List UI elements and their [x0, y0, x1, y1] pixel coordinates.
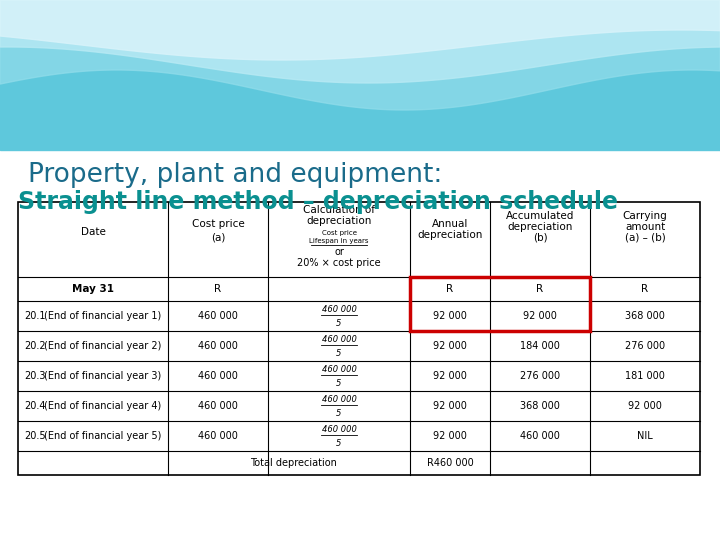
Text: 92 000: 92 000 — [433, 311, 467, 321]
Text: 460 000: 460 000 — [322, 364, 356, 374]
Text: 368 000: 368 000 — [520, 401, 560, 411]
Text: 92 000: 92 000 — [433, 431, 467, 441]
Text: 92 000: 92 000 — [433, 341, 467, 351]
Text: Lifespan in years: Lifespan in years — [310, 238, 369, 244]
Text: 460 000: 460 000 — [198, 431, 238, 441]
Text: 20% × cost price: 20% × cost price — [297, 258, 381, 268]
Text: R: R — [642, 284, 649, 294]
Text: (End of financial year 2): (End of financial year 2) — [44, 341, 161, 351]
Bar — [410, 277, 590, 331]
Text: 184 000: 184 000 — [520, 341, 560, 351]
Text: 5: 5 — [336, 348, 342, 357]
Text: (End of financial year 1): (End of financial year 1) — [44, 311, 161, 321]
Text: 5: 5 — [336, 379, 342, 388]
Text: (End of financial year 5): (End of financial year 5) — [44, 431, 161, 441]
Bar — [18, 202, 700, 475]
Bar — [18, 202, 700, 475]
Text: depreciation: depreciation — [306, 216, 372, 226]
Text: 460 000: 460 000 — [198, 371, 238, 381]
Polygon shape — [0, 0, 720, 83]
Text: Annual: Annual — [432, 219, 468, 229]
Text: 181 000: 181 000 — [625, 371, 665, 381]
Text: amount: amount — [625, 222, 665, 232]
Text: Date: Date — [81, 227, 105, 237]
Text: 460 000: 460 000 — [322, 395, 356, 403]
Text: (b): (b) — [533, 233, 547, 243]
Text: (End of financial year 3): (End of financial year 3) — [44, 371, 161, 381]
Text: 276 000: 276 000 — [520, 371, 560, 381]
Text: (a) – (b): (a) – (b) — [625, 233, 665, 243]
Text: 460 000: 460 000 — [198, 311, 238, 321]
Text: 20.2: 20.2 — [24, 341, 45, 351]
Text: 20.3: 20.3 — [24, 371, 45, 381]
Text: 20.1: 20.1 — [24, 311, 45, 321]
Text: 20.4: 20.4 — [24, 401, 45, 411]
Text: 368 000: 368 000 — [625, 311, 665, 321]
Text: R: R — [215, 284, 222, 294]
Polygon shape — [0, 0, 720, 60]
Text: 5: 5 — [336, 319, 342, 327]
Text: Straight line method – depreciation schedule: Straight line method – depreciation sche… — [18, 190, 618, 214]
Text: Carrying: Carrying — [623, 211, 667, 221]
Text: Property, plant and equipment:: Property, plant and equipment: — [28, 162, 442, 188]
Text: (a): (a) — [211, 232, 225, 242]
Text: 460 000: 460 000 — [520, 431, 560, 441]
Text: or: or — [334, 247, 344, 257]
Text: R: R — [446, 284, 454, 294]
Text: Accumulated: Accumulated — [506, 211, 574, 221]
Polygon shape — [0, 0, 720, 110]
Text: 460 000: 460 000 — [198, 341, 238, 351]
Text: Cost price: Cost price — [192, 219, 244, 229]
Text: 460 000: 460 000 — [322, 305, 356, 314]
Text: (End of financial year 4): (End of financial year 4) — [44, 401, 161, 411]
Text: depreciation: depreciation — [508, 222, 572, 232]
Text: Cost price: Cost price — [322, 230, 356, 236]
Text: 460 000: 460 000 — [322, 334, 356, 343]
Text: 92 000: 92 000 — [433, 371, 467, 381]
Text: R: R — [536, 284, 544, 294]
Text: 92 000: 92 000 — [433, 401, 467, 411]
Text: R460 000: R460 000 — [427, 458, 473, 468]
Text: 5: 5 — [336, 438, 342, 448]
Text: Total depreciation: Total depreciation — [250, 458, 337, 468]
Text: 5: 5 — [336, 408, 342, 417]
Text: 92 000: 92 000 — [523, 311, 557, 321]
Text: 460 000: 460 000 — [322, 424, 356, 434]
Bar — [0, 0, 720, 150]
Text: depreciation: depreciation — [418, 230, 482, 240]
Text: 20.5: 20.5 — [24, 431, 45, 441]
Text: 92 000: 92 000 — [628, 401, 662, 411]
Text: May 31: May 31 — [72, 284, 114, 294]
Text: NIL: NIL — [637, 431, 653, 441]
Text: 276 000: 276 000 — [625, 341, 665, 351]
Text: 460 000: 460 000 — [198, 401, 238, 411]
Text: Calculation of: Calculation of — [303, 205, 375, 215]
